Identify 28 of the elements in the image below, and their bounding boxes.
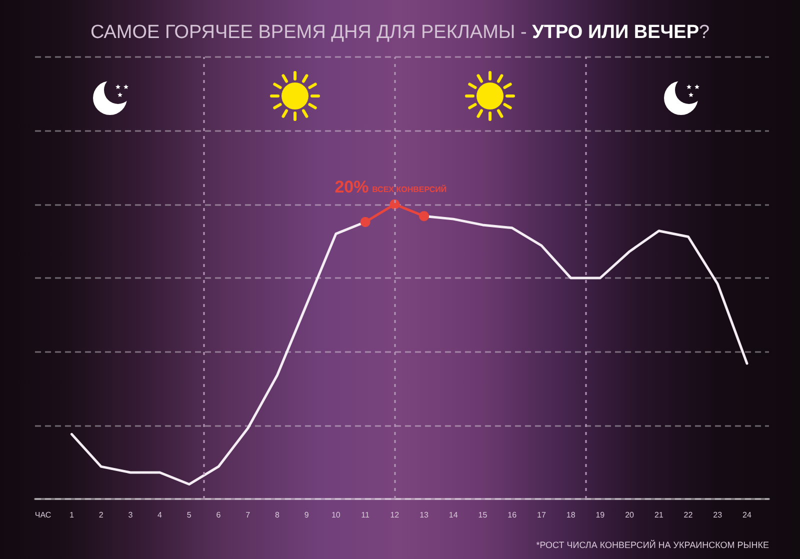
x-tick-label: 9 [304, 510, 310, 520]
x-tick-label: 5 [186, 510, 192, 520]
text: *РОСТ ЧИСЛА КОНВЕРСИЙ НА УКРАИНСКОМ РЫНКЕ [536, 539, 769, 550]
chart-title: САМОЕ ГОРЯЧЕЕ ВРЕМЯ ДНЯ ДЛЯ РЕКЛАМЫ - УТРО ИЛИ ВЕЧЕР? [90, 22, 710, 43]
x-tick-label: 1 [69, 510, 74, 520]
x-tick-label: 19 [596, 510, 606, 520]
x-tick-label: 15 [478, 510, 488, 520]
x-tick-label: 10 [331, 510, 341, 520]
x-tick-label: 13 [420, 510, 430, 520]
x-tick-label: 8 [274, 510, 280, 520]
x-tick-label: 6 [216, 510, 222, 520]
x-tick-label: 11 [361, 510, 370, 520]
x-tick-label: 16 [508, 510, 518, 520]
x-tick-label: 2 [98, 510, 104, 520]
x-tick-label: 22 [684, 510, 694, 520]
x-axis-title: ЧАС [34, 510, 52, 520]
annotation: 20% ВСЕХ КОНВЕРСИЙ [334, 177, 447, 196]
x-tick-label: 20 [625, 510, 635, 520]
x-tick-label: 17 [537, 510, 546, 520]
x-tick-label: 7 [246, 510, 251, 520]
x-tick-label: 12 [390, 510, 400, 520]
x-tick-label: 24 [742, 510, 752, 520]
x-tick-label: 14 [448, 510, 458, 520]
x-tick-label: 4 [158, 510, 163, 520]
x-tick-label: 18 [566, 510, 576, 520]
x-tick-label: 3 [128, 510, 134, 520]
x-tick-label: 21 [654, 510, 664, 520]
x-tick-label: 23 [713, 510, 723, 520]
